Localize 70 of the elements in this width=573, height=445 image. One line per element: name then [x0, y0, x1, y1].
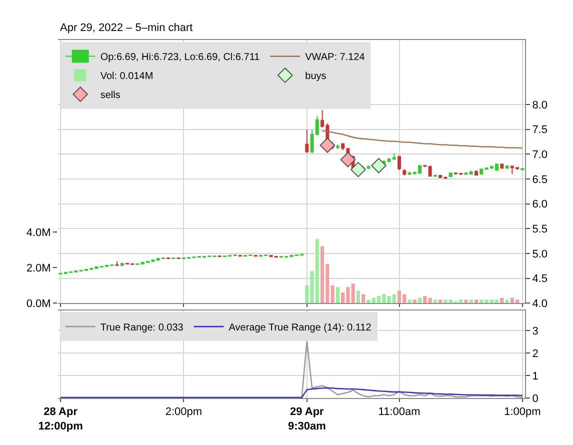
candlestick — [120, 262, 124, 266]
candlestick — [305, 129, 309, 154]
candlestick — [433, 174, 437, 178]
bar — [418, 298, 422, 304]
y2-tick-label: 0.0M — [26, 298, 51, 310]
y-tick-label: 6.5 — [532, 174, 548, 186]
line-series — [60, 387, 524, 398]
candlestick — [500, 163, 504, 170]
candlestick — [480, 168, 484, 176]
bar — [505, 300, 509, 304]
chart-title: Apr 29, 2022 – 5–min chart — [60, 22, 193, 34]
candlestick — [469, 170, 473, 176]
x-tick-label: 2:00pm — [165, 406, 202, 418]
bar — [433, 300, 437, 304]
bar — [500, 298, 504, 304]
legend-label: Vol: 0.014M — [100, 71, 154, 82]
y-tick-label: 4.0 — [532, 298, 548, 310]
candlestick — [269, 254, 273, 258]
x-tick-label: 28 Apr 12:00pm — [38, 406, 84, 432]
bar — [474, 300, 478, 304]
y-tick-label: 5.0 — [532, 248, 548, 260]
point — [340, 152, 356, 168]
candlestick — [336, 144, 340, 150]
x-tick-label: 29 Apr 9:30am — [288, 406, 326, 432]
bar — [469, 300, 473, 304]
point — [350, 162, 366, 178]
legend-label: Average True Range (14): 0.112 — [228, 322, 372, 334]
candlestick — [448, 172, 452, 178]
legend-label: sells — [100, 90, 120, 102]
legend-label: VWAP: 7.124 — [305, 52, 366, 64]
candlestick — [520, 168, 524, 170]
bar — [428, 298, 432, 304]
candlestick — [505, 164, 509, 170]
legend-label: Op:6.69, Hi:6.723, Lo:6.69, Cl:6.711 — [100, 52, 260, 64]
bar — [423, 296, 427, 304]
bar — [438, 300, 442, 304]
candlestick — [402, 168, 406, 176]
x-tick-label: 1:00pm — [504, 406, 541, 418]
bar — [412, 300, 416, 304]
bar — [464, 300, 468, 304]
candlestick — [474, 170, 478, 176]
y-tick-label: 0 — [532, 392, 538, 405]
point — [320, 138, 336, 153]
candlestick — [428, 165, 432, 178]
bar — [356, 290, 360, 304]
bar — [408, 300, 412, 304]
x-tick-label: 11:00am — [378, 406, 420, 418]
candlestick — [423, 164, 427, 168]
legend-label: buys — [305, 71, 326, 82]
y-tick-label: 7.5 — [532, 124, 548, 136]
bar — [362, 294, 366, 304]
y-tick-label: 7.0 — [532, 149, 548, 162]
candlestick — [366, 165, 370, 170]
y2-tick-label: 2.0M — [26, 262, 51, 274]
candlestick — [115, 260, 119, 266]
candlestick — [464, 172, 468, 176]
bar — [336, 287, 340, 304]
y-tick-label: 8.0 — [532, 99, 548, 112]
y-tick-label: 1 — [532, 370, 538, 382]
y-tick-label: 3 — [532, 325, 538, 338]
bar — [330, 285, 334, 304]
y-tick-label: 6.0 — [532, 198, 548, 211]
y-tick-label: 2 — [532, 348, 538, 360]
candlestick — [398, 155, 402, 171]
legend-label: True Range: 0.033 — [100, 322, 184, 334]
y-tick-label: 4.5 — [532, 273, 548, 286]
y2-tick-label: 4.0M — [26, 226, 51, 239]
y-tick-label: 5.5 — [532, 224, 548, 236]
line-series — [322, 130, 524, 149]
point — [371, 158, 386, 174]
